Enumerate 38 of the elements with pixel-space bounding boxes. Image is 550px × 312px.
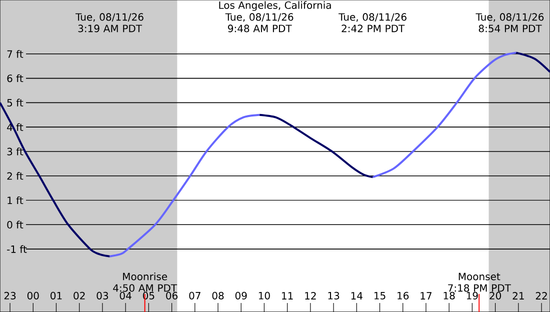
y-tick-label: 7 ft: [7, 50, 24, 58]
x-tick-label: 18: [444, 292, 455, 300]
y-tick-label: 3 ft: [7, 148, 24, 156]
y-tick-label: -1 ft: [7, 245, 27, 253]
x-tick-label: 07: [189, 292, 200, 300]
y-tick-label: 6 ft: [7, 74, 24, 82]
chart-title: Los Angeles, California: [219, 1, 331, 11]
x-tick-label: 08: [212, 292, 224, 300]
ref-line-label: Moonset 7:18 PM PDT: [448, 272, 511, 292]
x-tick-label: 04: [120, 292, 132, 300]
y-tick-label: 1 ft: [8, 196, 24, 204]
y-tick-label: 5 ft: [7, 98, 24, 107]
ref-line-label: Moonrise 4:50 AM PDT: [113, 272, 178, 292]
x-tick-label: 13: [328, 292, 340, 300]
x-tick-label: 23: [4, 292, 16, 300]
annotation: Tue, 08/11/26 9:48 AM PDT: [225, 13, 294, 32]
x-tick-label: 21: [512, 292, 524, 300]
annotation: Tue, 08/11/26 3:19 AM PDT: [75, 13, 144, 32]
x-tick-label: 20: [490, 292, 502, 300]
x-tick-label: 01: [50, 292, 62, 300]
annotation: Tue, 08/11/26 8:54 PM PDT: [476, 13, 544, 32]
x-tick-label: 02: [74, 292, 85, 300]
x-tick-label: 09: [235, 292, 247, 300]
y-tick-label: 2 ft: [7, 172, 24, 180]
x-tick-label: 17: [420, 292, 432, 300]
x-tick-label: 00: [27, 292, 39, 300]
y-tick-label: 0 ft: [7, 220, 24, 229]
x-tick-label: 14: [351, 292, 362, 300]
annotation: Tue, 08/11/26 2:42 PM PDT: [338, 13, 406, 32]
x-tick-label: 06: [166, 292, 178, 300]
x-tick-label: 22: [536, 292, 547, 300]
x-tick-label: 19: [466, 292, 478, 300]
x-tick-label: 10: [258, 292, 270, 300]
x-tick-label: 11: [282, 292, 293, 300]
x-tick-label: 12: [305, 292, 316, 300]
x-tick-label: 03: [96, 292, 108, 300]
x-tick-label: 16: [398, 292, 409, 300]
x-tick-label: 15: [374, 292, 386, 300]
